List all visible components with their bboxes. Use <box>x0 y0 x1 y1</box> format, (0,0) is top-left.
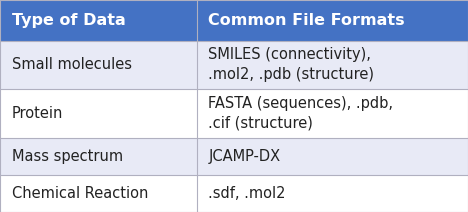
FancyBboxPatch shape <box>0 175 197 212</box>
Text: Mass spectrum: Mass spectrum <box>12 149 123 164</box>
FancyBboxPatch shape <box>197 0 468 40</box>
Text: SMILES (connectivity),
.mol2, .pdb (structure): SMILES (connectivity), .mol2, .pdb (stru… <box>208 47 374 82</box>
FancyBboxPatch shape <box>0 89 197 138</box>
FancyBboxPatch shape <box>197 138 468 175</box>
Text: Common File Formats: Common File Formats <box>208 13 405 28</box>
Text: Type of Data: Type of Data <box>12 13 125 28</box>
Text: Chemical Reaction: Chemical Reaction <box>12 186 148 201</box>
Text: Small molecules: Small molecules <box>12 57 132 72</box>
FancyBboxPatch shape <box>0 138 197 175</box>
FancyBboxPatch shape <box>197 89 468 138</box>
FancyBboxPatch shape <box>197 175 468 212</box>
Text: JCAMP-DX: JCAMP-DX <box>208 149 280 164</box>
Text: Protein: Protein <box>12 106 63 121</box>
Text: FASTA (sequences), .pdb,
.cif (structure): FASTA (sequences), .pdb, .cif (structure… <box>208 96 393 131</box>
FancyBboxPatch shape <box>0 0 197 40</box>
Text: .sdf, .mol2: .sdf, .mol2 <box>208 186 286 201</box>
FancyBboxPatch shape <box>197 40 468 89</box>
FancyBboxPatch shape <box>0 40 197 89</box>
